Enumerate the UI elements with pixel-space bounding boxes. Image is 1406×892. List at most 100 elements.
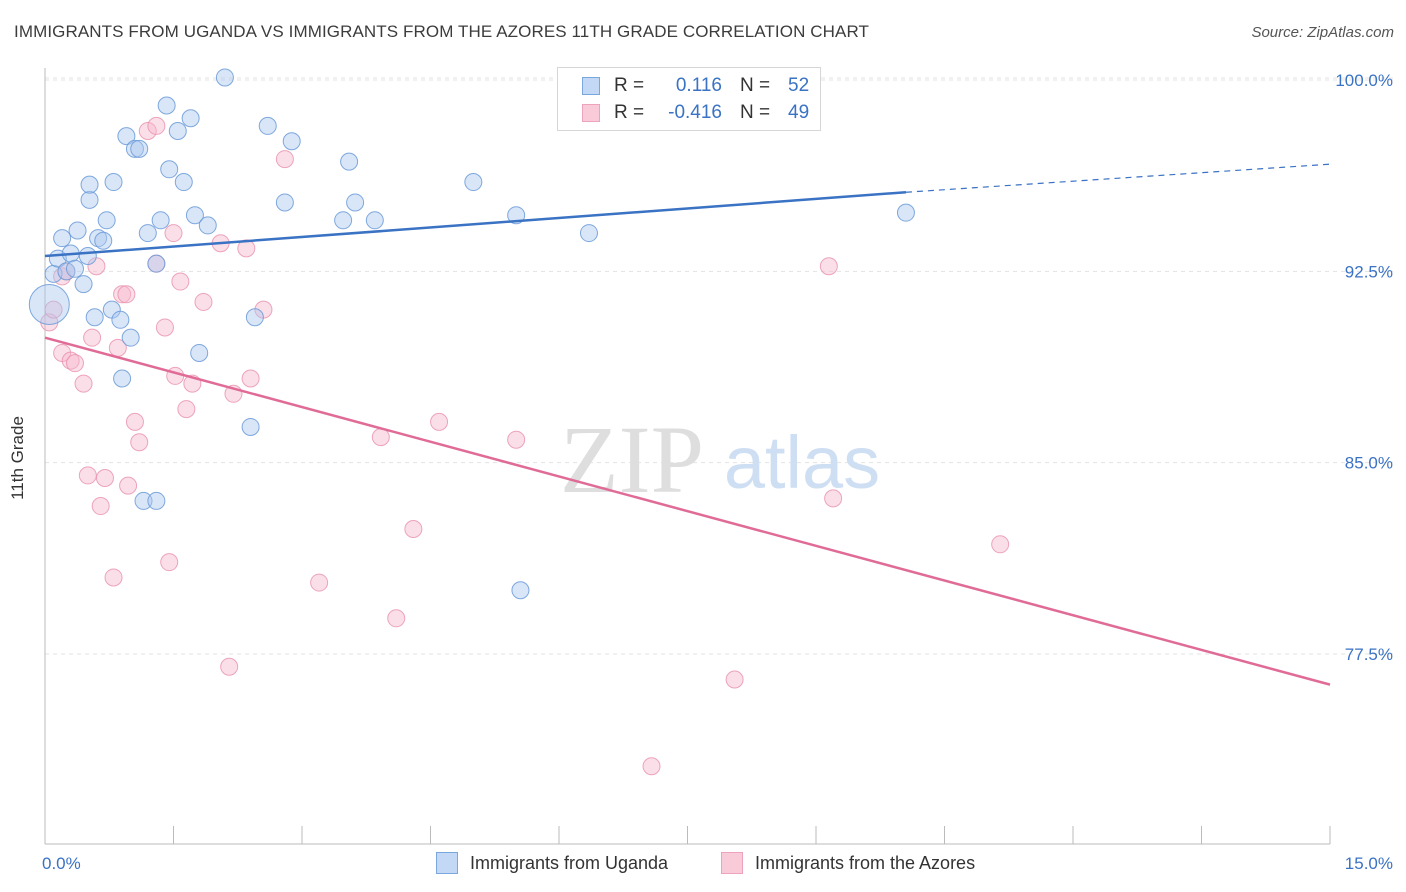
azores-point xyxy=(430,412,449,431)
azores-point xyxy=(104,568,123,587)
azores-point xyxy=(95,468,114,487)
uganda-points xyxy=(28,68,915,600)
azores-point xyxy=(138,122,157,141)
uganda-swatch xyxy=(582,77,600,95)
azores-point xyxy=(220,657,239,676)
uganda-point xyxy=(185,206,204,225)
uganda-point xyxy=(53,229,72,248)
uganda-point xyxy=(282,132,301,151)
uganda-trend-extension xyxy=(905,163,1331,193)
uganda-point xyxy=(65,259,84,278)
azores-point xyxy=(83,328,102,347)
uganda-point xyxy=(147,254,166,273)
uganda-point xyxy=(97,211,116,230)
legend-item-uganda: Immigrants from Uganda xyxy=(436,852,668,874)
y-axis-label: 11th Grade xyxy=(8,416,27,500)
azores-trend-line xyxy=(44,336,1331,686)
azores-point xyxy=(507,430,526,449)
uganda-point xyxy=(125,139,144,158)
legend-n-value: 52 xyxy=(788,75,810,96)
azores-legend-label: Immigrants from the Azores xyxy=(755,852,976,873)
azores-point xyxy=(171,272,190,291)
watermark-atlas: atlas xyxy=(724,421,880,504)
azores-point xyxy=(387,609,406,628)
legend-n-value: 49 xyxy=(788,102,810,123)
y-tick-label: 92.5% xyxy=(1345,262,1393,281)
uganda-point xyxy=(111,310,130,329)
y-tick-label: 85.0% xyxy=(1345,454,1393,473)
uganda-point xyxy=(113,369,132,388)
uganda-point xyxy=(104,173,123,192)
uganda-point xyxy=(507,206,526,225)
uganda-point xyxy=(896,203,915,222)
uganda-trend-line xyxy=(44,191,907,258)
legend-r-label: R = xyxy=(614,102,645,123)
azores-legend-swatch xyxy=(721,852,743,874)
azores-point xyxy=(113,285,132,304)
azores-point xyxy=(177,400,196,419)
uganda-point xyxy=(89,229,108,248)
azores-point xyxy=(819,257,838,276)
azores-point xyxy=(160,553,179,572)
legend-r-value: 0.116 xyxy=(675,75,722,96)
uganda-point xyxy=(174,173,193,192)
x-tick-label: 0.0% xyxy=(42,854,81,873)
x-tick-label: 15.0% xyxy=(1345,854,1393,873)
y-tick-label: 77.5% xyxy=(1345,645,1393,664)
uganda-point xyxy=(245,308,264,327)
azores-point xyxy=(91,497,110,516)
uganda-point xyxy=(198,216,217,235)
uganda-point xyxy=(181,109,200,128)
azores-point xyxy=(130,433,149,452)
uganda-legend-label: Immigrants from Uganda xyxy=(470,852,669,873)
uganda-point xyxy=(346,193,365,212)
uganda-point xyxy=(147,491,166,510)
legend-r-value: -0.416 xyxy=(668,102,722,123)
azores-point xyxy=(275,150,294,169)
azores-point xyxy=(119,476,138,495)
uganda-point xyxy=(85,308,104,327)
legend-r-label: R = xyxy=(614,75,645,96)
tick-labels: 77.5% 85.0% 92.5% 100.0% 0.0% 15.0% xyxy=(42,71,1393,873)
uganda-point xyxy=(80,175,99,194)
azores-point xyxy=(310,573,329,592)
azores-point xyxy=(164,224,183,243)
uganda-point xyxy=(121,328,140,347)
legend-row-uganda: R = 0.116 N = 52 xyxy=(582,74,809,98)
chart-title: IMMIGRANTS FROM UGANDA VS IMMIGRANTS FRO… xyxy=(14,22,870,41)
uganda-point xyxy=(241,417,260,436)
uganda-point xyxy=(258,116,277,135)
legend-n-label: N = xyxy=(740,102,771,123)
uganda-point xyxy=(511,581,530,600)
azores-point xyxy=(117,285,136,304)
uganda-point xyxy=(168,122,187,141)
uganda-point xyxy=(80,190,99,209)
uganda-point xyxy=(160,160,179,179)
uganda-point xyxy=(68,221,87,240)
azores-point xyxy=(241,369,260,388)
uganda-point xyxy=(275,193,294,212)
azores-point xyxy=(991,535,1010,554)
azores-point xyxy=(78,466,97,485)
uganda-point xyxy=(94,231,113,250)
uganda-point xyxy=(134,491,153,510)
legend-row-azores: R = -0.416 N = 49 xyxy=(582,101,809,125)
series-legend: Immigrants from Uganda Immigrants from t… xyxy=(0,852,1406,878)
legend-n-label: N = xyxy=(740,75,771,96)
azores-swatch xyxy=(582,104,600,122)
uganda-point xyxy=(215,68,234,87)
grid-lines xyxy=(45,77,1395,655)
trend-lines xyxy=(44,163,1331,686)
uganda-point xyxy=(190,343,209,362)
correlation-legend: R = 0.116 N = 52 R = -0.416 N = 49 xyxy=(557,67,821,131)
uganda-point xyxy=(340,152,359,171)
uganda-point xyxy=(78,247,97,266)
uganda-point xyxy=(334,211,353,230)
azores-point xyxy=(155,318,174,337)
axes xyxy=(44,68,1331,845)
uganda-point xyxy=(74,275,93,294)
azores-point xyxy=(65,354,84,373)
uganda-point xyxy=(138,224,157,243)
uganda-point xyxy=(117,127,136,146)
